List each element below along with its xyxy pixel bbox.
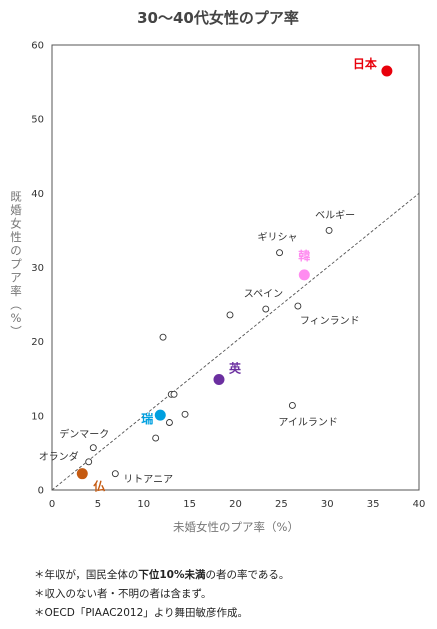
footnote-1-post: の者の率である。 — [205, 569, 290, 581]
data-point — [325, 226, 333, 234]
point-label: 日本 — [353, 56, 377, 71]
point-label: ベルギー — [315, 209, 355, 221]
highlight-point — [213, 373, 225, 385]
point-label: 韓 — [298, 248, 310, 263]
footnote-1-bold: 下位10%未満 — [138, 569, 206, 581]
footnote-2: ＊収入のない者・不明の者は含まず。 — [34, 588, 212, 600]
data-point — [170, 390, 178, 398]
footnote-1: ＊年収が，国民全体の下位10%未満の者の率である。 — [34, 566, 289, 585]
chart-title: 30〜40代女性のプア率 — [137, 9, 299, 27]
x-tick-label: 40 — [413, 499, 426, 510]
y-tick-label: 40 — [31, 189, 44, 200]
highlight-point — [154, 409, 166, 421]
data-point — [276, 249, 283, 257]
y-axis-label: 既婚女性のプア率︵% ︶ — [10, 190, 22, 339]
point-label: 仏 — [93, 480, 105, 494]
x-tick-label: 0 — [49, 499, 55, 510]
highlight-point — [76, 468, 88, 480]
plot-frame — [51, 44, 420, 491]
point-label: フィンランド — [300, 315, 360, 327]
data-point — [89, 444, 97, 452]
y-tick-label: 60 — [31, 41, 44, 52]
data-point — [181, 410, 189, 418]
y-tick-label: 10 — [31, 411, 44, 422]
x-tick-label: 15 — [183, 499, 196, 510]
data-point — [111, 470, 119, 478]
x-tick-label: 5 — [95, 499, 101, 510]
point-label: アイルランド — [278, 416, 338, 428]
y-tick-label: 0 — [38, 486, 44, 497]
y-tick-label: 50 — [31, 115, 44, 126]
x-tick-label: 30 — [321, 499, 334, 510]
x-axis-label: 未婚女性のプア率（%） — [173, 520, 299, 534]
data-point — [288, 402, 296, 409]
point-label: 英 — [229, 360, 242, 375]
footnote-1-pre: ＊年収が，国民全体の — [34, 569, 139, 581]
point-label: スペイン — [244, 289, 283, 300]
highlight-point — [381, 65, 393, 77]
data-point — [85, 458, 93, 466]
data-point — [159, 333, 167, 341]
data-point — [165, 419, 173, 426]
x-tick-label: 25 — [275, 499, 288, 510]
data-point — [152, 434, 160, 442]
y-tick-label: 30 — [31, 263, 44, 274]
x-tick-label: 10 — [137, 499, 150, 510]
data-point — [294, 302, 302, 310]
footnotes: ＊年収が，国民全体の下位10%未満の者の率である。 ＊収入のない者・不明の者は含… — [34, 566, 289, 623]
y-tick-label: 20 — [31, 337, 44, 348]
point-label: デンマーク — [59, 428, 109, 441]
point-label: ギリシャ — [258, 232, 298, 244]
point-label: 瑞 — [141, 411, 153, 426]
footnote-3: ＊OECD「PIAAC2012」より舞田敏彦作成。 — [34, 607, 249, 619]
data-point — [262, 305, 270, 313]
x-tick-label: 35 — [367, 499, 380, 510]
point-label: リトアニア — [123, 475, 173, 486]
scatter-chart: 30〜40代女性のプア率 0 5 10 15 20 25 30 35 40 0 10 20 30 40 50… — [10, 9, 425, 534]
trend-line — [51, 192, 420, 491]
axis-ticks: 0 5 10 15 20 25 30 35 40 0 10 20 30 40 50 60 — [31, 41, 425, 511]
point-label: オランダ — [39, 450, 79, 463]
x-tick-label: 20 — [229, 499, 242, 510]
highlight-point — [298, 269, 310, 281]
data-point — [226, 311, 234, 319]
